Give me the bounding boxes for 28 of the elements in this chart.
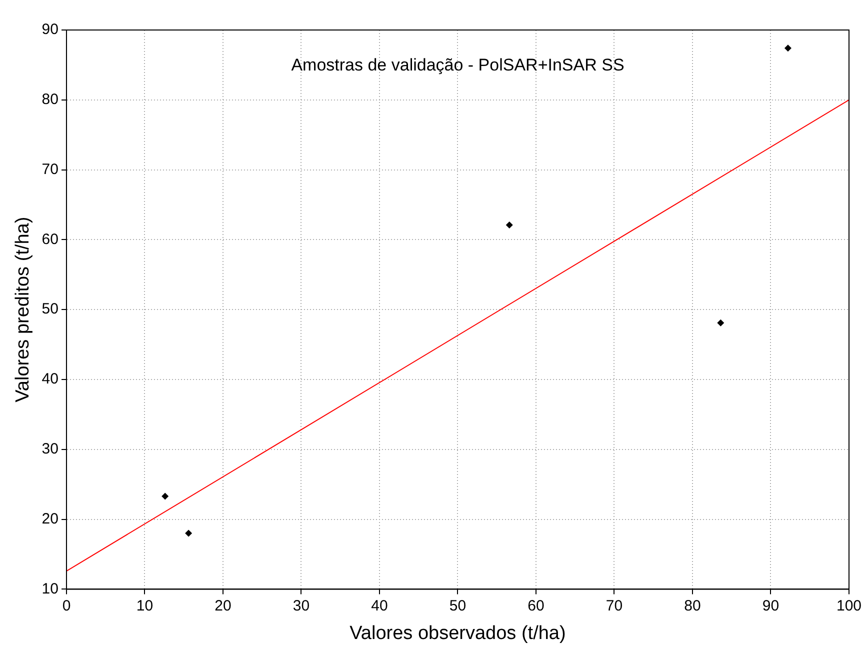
y-tick-label: 90 [42,21,58,38]
y-tick-label: 80 [42,91,58,108]
y-tick-label: 30 [42,440,58,458]
x-axis-title: Valores observados (t/ha) [350,622,566,644]
point [185,530,192,537]
x-tick-label: 40 [371,597,388,614]
x-tick-label: 60 [528,597,544,614]
y-tick-label: 40 [42,370,58,388]
x-tick-label: 100 [836,597,862,614]
text: Amostras de validação - PolSAR+InSAR SS [291,56,624,75]
y-tick-label: 60 [42,230,58,248]
x-tick-label: 90 [762,597,780,614]
y-tick-label: 10 [42,580,58,598]
x-tick-label: 10 [136,597,154,614]
x-tick-label: 80 [684,597,701,614]
y-tick-label: 50 [42,300,58,318]
x-tick-label: 50 [449,597,466,614]
y-axis-title: Valores preditos (t/ha) [12,216,34,402]
point [162,492,169,500]
y-tick-label: 20 [42,510,58,528]
point [784,44,792,52]
point [717,319,724,326]
x-tick-label: 70 [606,597,623,614]
x-tick-label: 30 [292,597,310,614]
x-tick-label: 0 [62,597,71,614]
point [506,222,513,229]
y-tick-label: 70 [42,160,58,178]
x-tick-label: 20 [214,597,232,614]
